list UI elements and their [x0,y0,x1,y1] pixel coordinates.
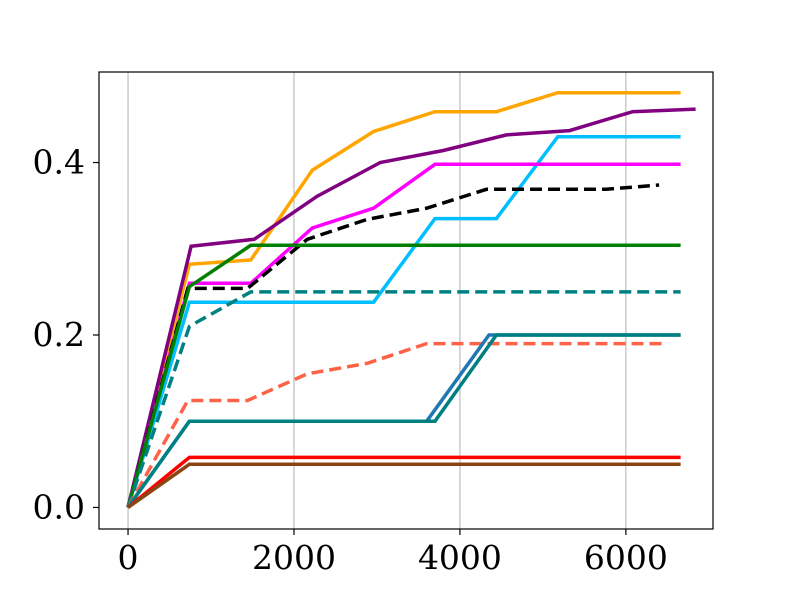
series-layer [126,90,696,509]
series-line-1 [126,90,681,508]
y-tick-label: 0.2 [33,315,85,354]
series-line-7 [126,290,681,508]
series-line-12 [126,462,681,509]
series-line-8 [126,341,668,509]
x-tick-label: 4000 [418,538,502,577]
x-tick-label: 0 [118,538,139,577]
x-tick-label: 6000 [584,538,668,577]
series-line-6 [126,243,681,508]
y-tick-label: 0.4 [33,143,85,182]
series-line-11 [126,455,681,509]
series-line-2 [126,107,696,508]
series-line-4 [126,162,681,508]
plot-area-frame [98,71,714,530]
series-line-10 [126,333,681,509]
tick-layer: 0 2000 4000 6000 0.0 0.2 0.4 [33,143,668,577]
y-tick-label: 0.0 [33,487,85,526]
series-line-3 [126,134,681,508]
x-tick-label: 2000 [252,538,336,577]
series-line-5 [126,183,660,508]
